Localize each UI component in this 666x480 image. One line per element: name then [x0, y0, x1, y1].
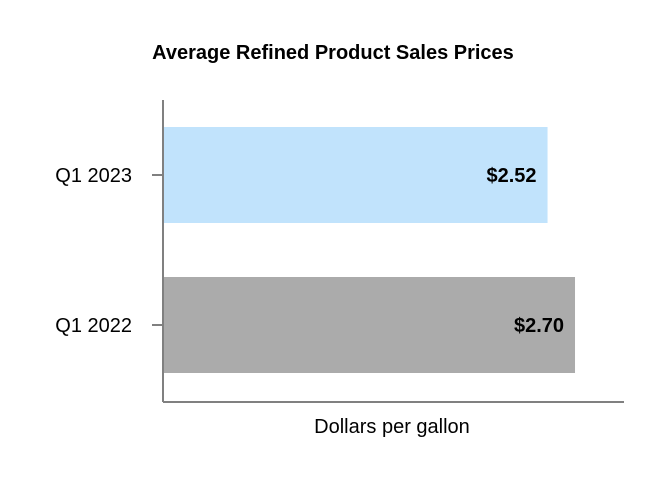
tick-label-q1-2022: Q1 2022 [55, 315, 132, 337]
bars-group: $2.52 $2.70 [163, 127, 576, 373]
axes-group [162, 100, 624, 403]
chart-title: Average Refined Product Sales Prices [152, 42, 514, 64]
data-label-q1-2023: $2.52 [486, 165, 536, 187]
bar-q1-2023 [163, 127, 548, 223]
ticks-group: Q1 2023 Q1 2022 [55, 165, 163, 337]
data-label-q1-2022: $2.70 [514, 315, 564, 337]
x-axis-label: Dollars per gallon [314, 416, 470, 438]
tick-label-q1-2023: Q1 2023 [55, 165, 132, 187]
bar-q1-2022 [163, 277, 576, 373]
